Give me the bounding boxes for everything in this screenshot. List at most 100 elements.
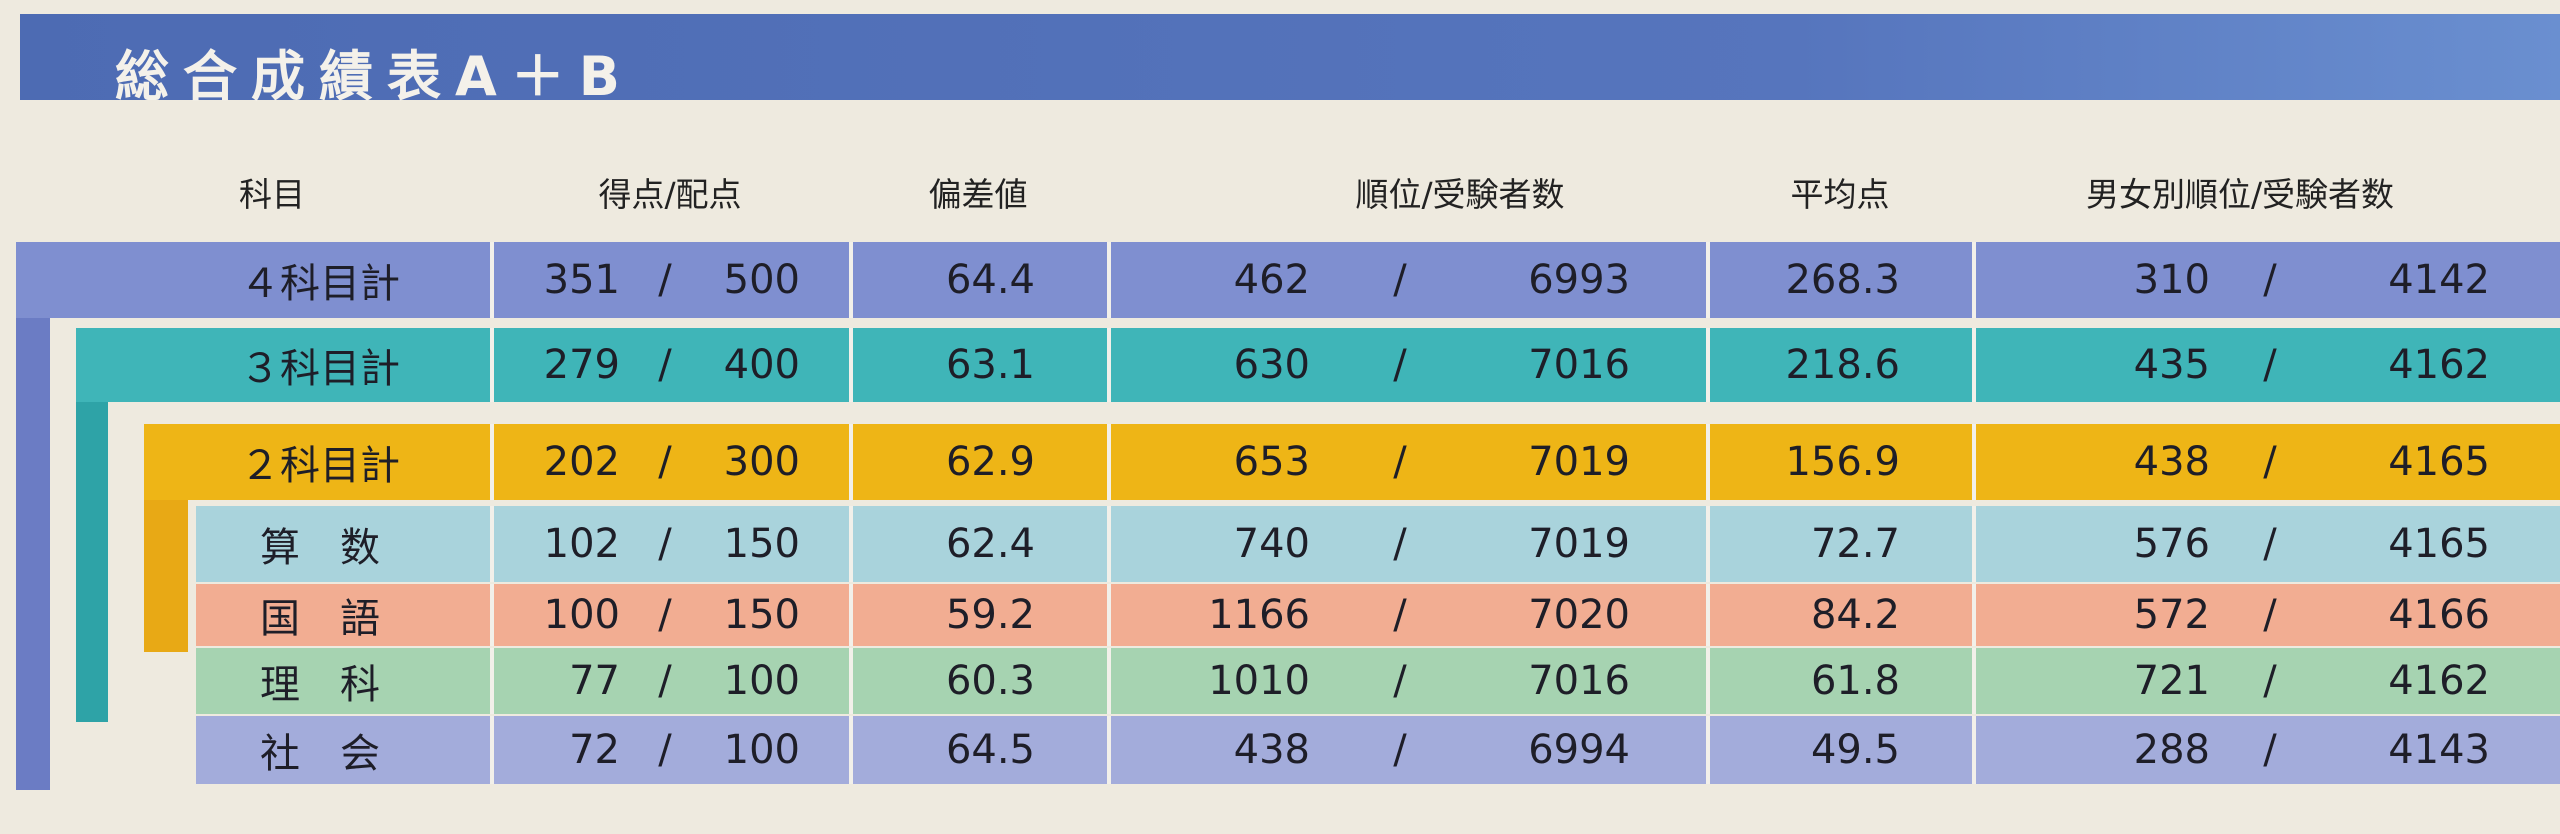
title-bar: 総合成績表A＋B	[20, 14, 2560, 108]
score-separator: /	[658, 439, 672, 485]
gender-rank-value: 572	[2133, 592, 2210, 638]
score-separator: /	[658, 257, 672, 303]
gender-rank-value: 721	[2133, 658, 2210, 704]
examinees-value: 7019	[1528, 521, 1630, 567]
column-divider	[1706, 648, 1710, 714]
column-divider	[1107, 648, 1111, 714]
header-rank: 順位/受験者数	[1355, 175, 1565, 214]
score-value: 72	[569, 727, 620, 773]
column-divider	[849, 242, 853, 318]
table-row: 理 科 77 / 100 60.3 1010 / 7016 61.8 721 / 4162	[196, 648, 2560, 714]
column-divider	[1972, 242, 1976, 318]
rank-separator: /	[1393, 342, 1407, 388]
column-divider	[849, 584, 853, 646]
average-value: 61.8	[1810, 658, 1900, 704]
deviation-value: 64.4	[945, 257, 1035, 303]
column-divider	[1706, 506, 1710, 582]
column-divider	[1107, 242, 1111, 318]
gender-rank-separator: /	[2263, 521, 2277, 567]
subject-label: ３科目計	[240, 346, 400, 392]
column-divider	[1107, 716, 1111, 784]
column-divider	[1972, 716, 1976, 784]
column-divider	[490, 328, 494, 402]
column-divider	[490, 242, 494, 318]
column-divider	[1972, 506, 1976, 582]
page-title: 総合成績表A＋B	[115, 45, 634, 108]
deviation-value: 64.5	[945, 727, 1035, 773]
column-divider	[1972, 584, 1976, 646]
rank-value: 740	[1233, 521, 1310, 567]
rank-value: 653	[1233, 439, 1310, 485]
deviation-value: 63.1	[945, 342, 1035, 388]
header-gender-rank: 男女別順位/受験者数	[2085, 175, 2395, 214]
table-row: ３科目計 279 / 400 63.1 630 / 7016 218.6 435 / 4162	[76, 328, 2560, 402]
table-row: 国 語 100 / 150 59.2 1166 / 7020 84.2 572 / 4166	[196, 584, 2560, 646]
examinees-value: 7019	[1528, 439, 1630, 485]
subject-label: 算 数	[260, 525, 380, 571]
rank-value: 630	[1233, 342, 1310, 388]
column-divider	[1706, 328, 1710, 402]
column-divider	[490, 506, 494, 582]
table-row: ２科目計 202 / 300 62.9 653 / 7019 156.9 438 / 4165	[144, 424, 2560, 500]
rank-value: 438	[1233, 727, 1310, 773]
rank-separator: /	[1393, 592, 1407, 638]
gender-examinees-value: 4166	[2388, 592, 2490, 638]
column-divider	[1972, 648, 1976, 714]
column-divider	[1972, 328, 1976, 402]
score-separator: /	[658, 658, 672, 704]
bracket-4-subjects	[16, 242, 50, 790]
subject-label: ４科目計	[240, 261, 400, 307]
rank-value: 1010	[1208, 658, 1310, 704]
score-separator: /	[658, 521, 672, 567]
deviation-value: 60.3	[945, 658, 1035, 704]
gender-rank-value: 438	[2133, 439, 2210, 485]
rank-separator: /	[1393, 521, 1407, 567]
gender-examinees-value: 4143	[2388, 727, 2490, 773]
rank-separator: /	[1393, 257, 1407, 303]
rank-value: 462	[1233, 257, 1310, 303]
column-divider	[1706, 584, 1710, 646]
column-divider	[1107, 584, 1111, 646]
header-subject: 科目	[239, 175, 305, 214]
examinees-value: 7016	[1528, 658, 1630, 704]
column-divider	[849, 648, 853, 714]
gender-rank-separator: /	[2263, 592, 2277, 638]
average-value: 218.6	[1785, 342, 1900, 388]
column-divider	[1706, 424, 1710, 500]
max-score-value: 100	[723, 658, 800, 704]
subject-label: 国 語	[260, 596, 380, 642]
gender-examinees-value: 4162	[2388, 658, 2490, 704]
gender-rank-value: 576	[2133, 521, 2210, 567]
gender-examinees-value: 4162	[2388, 342, 2490, 388]
rank-separator: /	[1393, 658, 1407, 704]
column-divider	[1706, 242, 1710, 318]
header-deviation: 偏差値	[928, 175, 1028, 214]
header-average: 平均点	[1790, 175, 1890, 214]
column-divider	[1107, 328, 1111, 402]
column-divider	[490, 648, 494, 714]
column-divider	[1107, 424, 1111, 500]
subject-label: 社 会	[260, 731, 380, 777]
rank-separator: /	[1393, 727, 1407, 773]
gender-rank-value: 288	[2133, 727, 2210, 773]
gender-examinees-value: 4142	[2388, 257, 2490, 303]
score-separator: /	[658, 342, 672, 388]
subject-label: 理 科	[260, 662, 380, 708]
max-score-value: 500	[723, 257, 800, 303]
examinees-value: 6994	[1528, 727, 1630, 773]
score-separator: /	[658, 727, 672, 773]
max-score-value: 300	[723, 439, 800, 485]
max-score-value: 150	[723, 521, 800, 567]
max-score-value: 100	[723, 727, 800, 773]
average-value: 49.5	[1810, 727, 1900, 773]
column-divider	[849, 716, 853, 784]
average-value: 268.3	[1785, 257, 1900, 303]
score-value: 100	[543, 592, 620, 638]
gender-rank-separator: /	[2263, 658, 2277, 704]
subject-label: ２科目計	[240, 443, 400, 489]
gender-rank-separator: /	[2263, 257, 2277, 303]
column-divider	[1706, 716, 1710, 784]
deviation-value: 62.9	[945, 439, 1035, 485]
column-divider	[849, 328, 853, 402]
deviation-value: 59.2	[945, 592, 1035, 638]
